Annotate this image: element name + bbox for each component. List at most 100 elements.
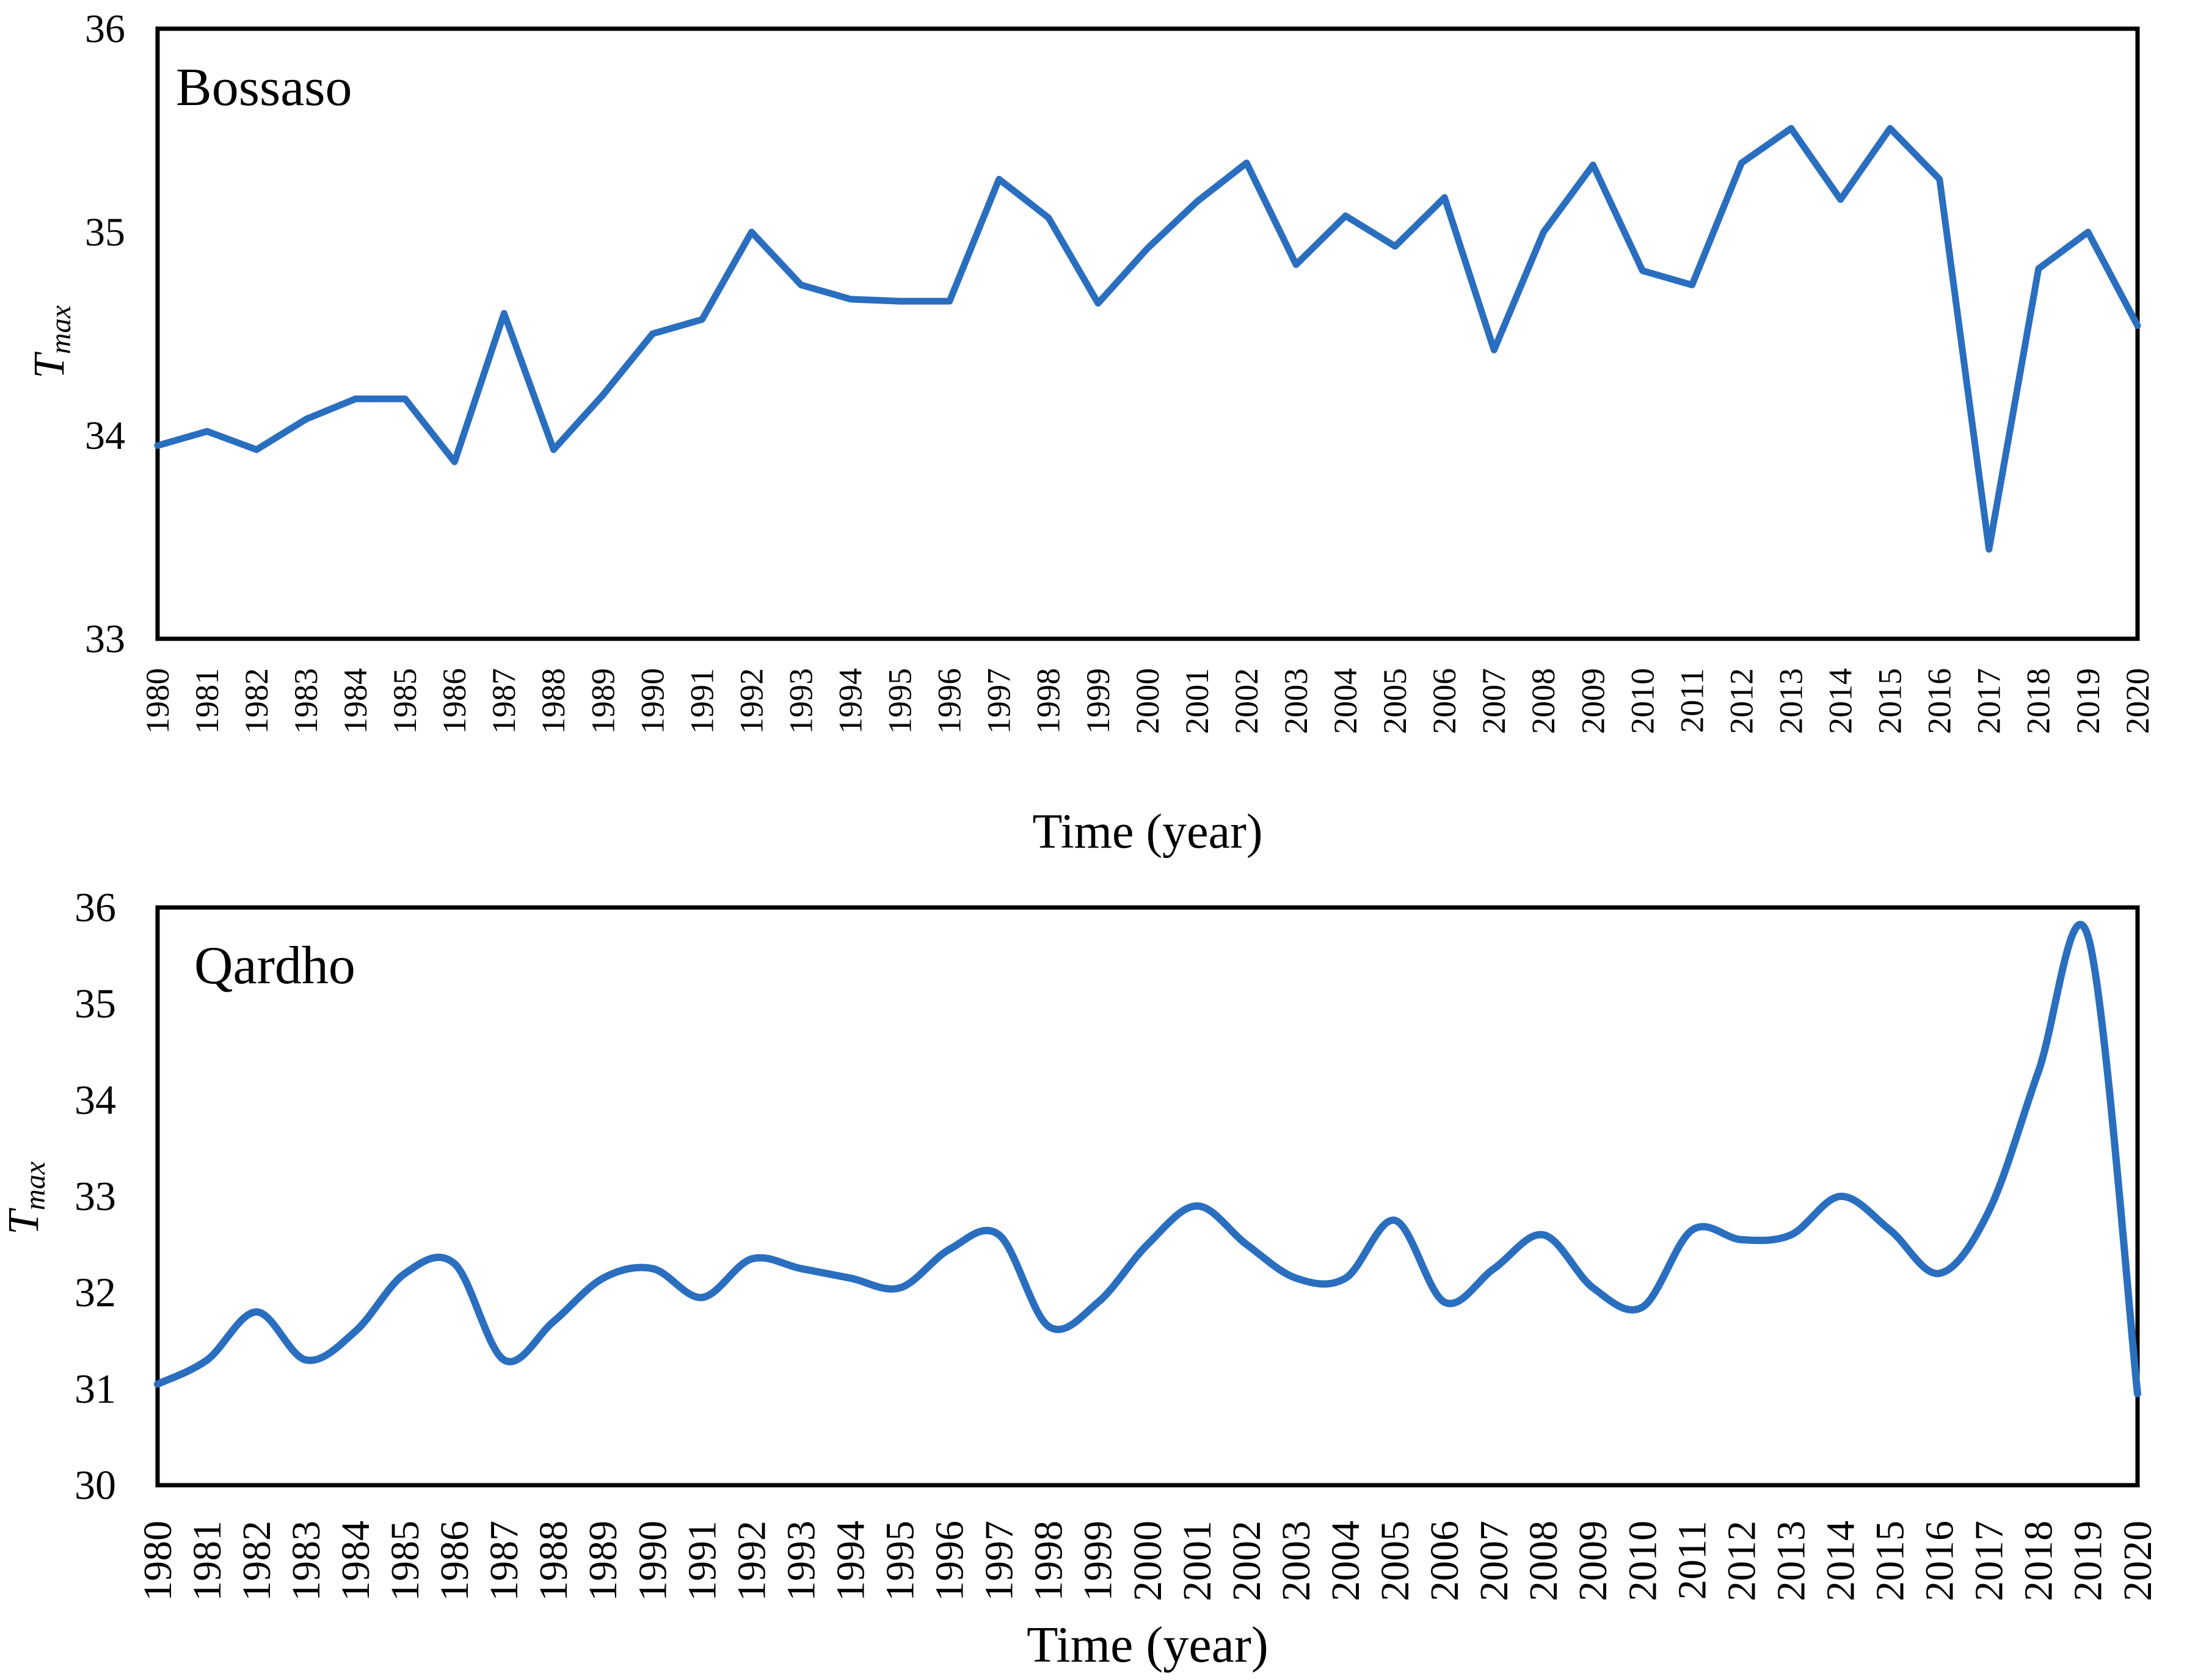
x-tick-label: 1982 bbox=[235, 1521, 279, 1601]
x-tick-label: 2008 bbox=[1521, 1521, 1566, 1601]
x-tick-label: 2020 bbox=[2116, 1521, 2160, 1601]
x-tick-label: 1995 bbox=[878, 1521, 923, 1601]
x-tick-label: 2011 bbox=[1670, 1521, 1714, 1600]
x-tick-label: 2016 bbox=[1918, 1521, 1962, 1601]
x-tick-label: 1994 bbox=[832, 668, 869, 734]
x-tick-label: 1990 bbox=[630, 1521, 675, 1601]
x-tick-label: 1982 bbox=[238, 668, 275, 734]
x-tick-label: 1993 bbox=[782, 668, 819, 734]
x-tick-label: 2011 bbox=[1673, 668, 1710, 733]
x-tick-label: 1981 bbox=[185, 1521, 230, 1601]
x-tick-label: 2012 bbox=[1723, 668, 1759, 734]
x-tick-label: 2002 bbox=[1225, 1521, 1269, 1601]
y-tick-label: 36 bbox=[85, 7, 125, 51]
x-tick-label: 2008 bbox=[1525, 668, 1562, 734]
x-tick-label: 2004 bbox=[1323, 1521, 1368, 1601]
x-tick-label: 1992 bbox=[729, 1521, 774, 1601]
x-tick-label: 2005 bbox=[1373, 1521, 1417, 1601]
x-tick-label: 1986 bbox=[432, 1521, 477, 1601]
x-tick-label: 1995 bbox=[882, 668, 919, 734]
x-tick-label: 2000 bbox=[1126, 1521, 1170, 1601]
y-tick-label: 33 bbox=[75, 1173, 116, 1219]
x-tick-label: 2020 bbox=[2119, 668, 2156, 734]
x-tick-label: 2018 bbox=[2020, 668, 2057, 734]
x-tick-label: 2004 bbox=[1327, 668, 1364, 734]
x-tick-label: 1985 bbox=[383, 1521, 428, 1601]
y-tick-label: 32 bbox=[75, 1269, 116, 1315]
x-tick-label: 2003 bbox=[1278, 668, 1314, 734]
x-tick-label: 1988 bbox=[535, 668, 572, 734]
plot-border bbox=[155, 26, 2140, 641]
x-tick-label: 1983 bbox=[284, 1521, 329, 1601]
x-tick-label: 1997 bbox=[981, 668, 1017, 734]
x-tick-label: 1996 bbox=[931, 668, 968, 734]
x-tick-label: 2012 bbox=[1719, 1521, 1764, 1601]
x-tick-label: 2017 bbox=[1967, 1521, 2012, 1601]
x-tick-label: 2001 bbox=[1179, 668, 1215, 734]
chart-title-bossaso: Bossaso bbox=[176, 58, 352, 117]
x-tick-label: 2002 bbox=[1228, 668, 1265, 734]
x-tick-label: 1989 bbox=[584, 668, 621, 734]
x-tick-label: 2003 bbox=[1274, 1521, 1319, 1601]
x-tick-label: 2006 bbox=[1422, 1521, 1467, 1601]
x-tick-label: 2019 bbox=[2066, 1521, 2111, 1601]
x-tick-label: 1989 bbox=[581, 1521, 625, 1601]
y-axis-title-bossaso: Tmax bbox=[24, 244, 83, 440]
tmax-symbol: T bbox=[0, 1210, 48, 1235]
x-tick-label: 1998 bbox=[1027, 1521, 1071, 1601]
x-tick-label: 1980 bbox=[139, 668, 176, 734]
x-tick-label: 1991 bbox=[680, 1521, 724, 1601]
y-tick-label: 34 bbox=[75, 1077, 116, 1123]
x-tick-label: 1983 bbox=[288, 668, 324, 734]
x-axis-title-qardho: Time (year) bbox=[1027, 1616, 1268, 1673]
tmax-subscript: max bbox=[44, 305, 77, 354]
x-tick-label: 2009 bbox=[1574, 668, 1611, 734]
x-tick-label: 1986 bbox=[436, 668, 473, 734]
x-tick-label: 1996 bbox=[928, 1521, 972, 1601]
x-tick-label: 2013 bbox=[1769, 1521, 1813, 1601]
x-tick-label: 2017 bbox=[1971, 668, 2007, 734]
x-tick-label: 2001 bbox=[1175, 1521, 1220, 1601]
x-tick-label: 2005 bbox=[1377, 668, 1413, 734]
y-axis-title-qardho: Tmax bbox=[0, 1100, 57, 1296]
x-tick-label: 2013 bbox=[1772, 668, 1809, 734]
x-tick-label: 2014 bbox=[1818, 1521, 1863, 1601]
x-tick-label: 2015 bbox=[1868, 1521, 1913, 1601]
x-tick-label: 2009 bbox=[1571, 1521, 1615, 1601]
x-tick-label: 2000 bbox=[1129, 668, 1166, 734]
tmax-line-qardho bbox=[154, 920, 2141, 1398]
y-tick-label: 30 bbox=[75, 1461, 116, 1508]
x-tick-label: 2015 bbox=[1872, 668, 1909, 734]
x-tick-label: 2019 bbox=[2070, 668, 2106, 734]
x-tick-label: 1984 bbox=[337, 668, 374, 734]
x-tick-label: 2010 bbox=[1620, 1521, 1665, 1601]
x-tick-label: 1988 bbox=[531, 1521, 576, 1601]
x-tick-label: 2018 bbox=[2017, 1521, 2061, 1601]
x-tick-label: 1994 bbox=[828, 1521, 873, 1601]
x-tick-label: 1999 bbox=[1076, 1521, 1121, 1601]
x-tick-label: 1993 bbox=[779, 1521, 823, 1601]
plot-border bbox=[155, 905, 2140, 1488]
x-tick-label: 1987 bbox=[486, 668, 522, 734]
x-tick-label: 2007 bbox=[1472, 1521, 1516, 1601]
tmax-subscript: max bbox=[18, 1162, 51, 1210]
x-tick-label: 1998 bbox=[1030, 668, 1067, 734]
y-tick-label: 31 bbox=[75, 1365, 116, 1412]
y-tick-label: 36 bbox=[75, 884, 116, 930]
x-tick-label: 2014 bbox=[1822, 668, 1859, 734]
x-tick-label: 1991 bbox=[683, 668, 720, 734]
x-tick-label: 2007 bbox=[1476, 668, 1512, 734]
x-tick-label: 1992 bbox=[733, 668, 770, 734]
x-tick-label: 1984 bbox=[333, 1521, 378, 1601]
x-tick-label: 2010 bbox=[1624, 668, 1661, 734]
x-tick-label: 1985 bbox=[387, 668, 423, 734]
x-tick-label: 2016 bbox=[1921, 668, 1958, 734]
x-tick-label: 1980 bbox=[136, 1521, 180, 1601]
chart-title-qardho: Qardho bbox=[194, 936, 355, 995]
x-tick-label: 1990 bbox=[634, 668, 671, 734]
y-tick-label: 34 bbox=[85, 413, 125, 458]
x-tick-label: 1987 bbox=[482, 1521, 526, 1601]
